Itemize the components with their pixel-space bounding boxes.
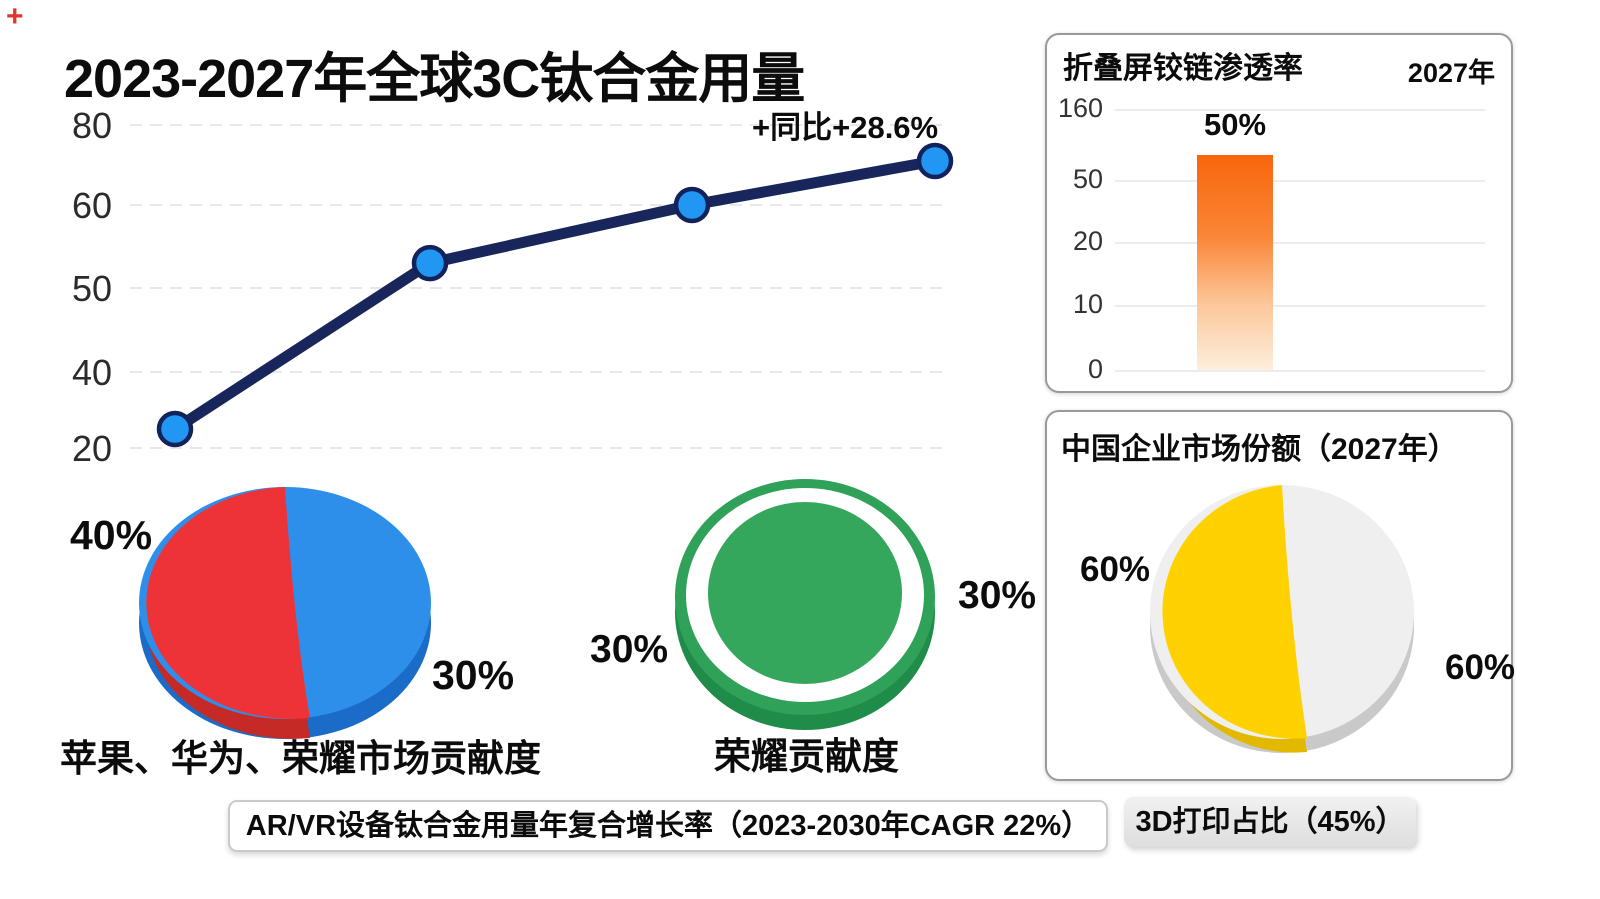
donut-caption: 荣耀贡献度	[714, 736, 899, 777]
line-chart-y-tick: 50	[72, 268, 112, 309]
hinge-bar-plot: 0 10 20 50 160	[1047, 35, 1511, 391]
pie2-slice-yellow	[1162, 485, 1307, 739]
hinge-panel-title: 折叠屏铰链渗透率	[1063, 52, 1303, 85]
data-point-marker	[411, 244, 449, 282]
hinge-y-tick: 20	[1072, 226, 1103, 256]
line-chart-y-tick: 20	[72, 428, 112, 469]
hinge-gridline	[1115, 180, 1485, 182]
line-chart-y-tick: 60	[72, 185, 112, 226]
donut-label-right: 30%	[958, 574, 1037, 617]
china-share-pie	[1150, 485, 1414, 753]
page-title: 2023-2027年全球3C钛合金用量	[64, 49, 805, 109]
share-label-left: 60%	[1080, 550, 1151, 589]
line-chart-y-tick: 40	[72, 352, 112, 393]
3d-print-note: 3D打印占比（45%）	[1124, 797, 1416, 847]
yoy-annotation: +同比+28.6%	[752, 110, 939, 145]
hinge-gridline	[1115, 370, 1485, 372]
titanium-usage-line-chart: 20 40 50 60 80	[72, 105, 954, 469]
corner-mark: +	[6, 0, 24, 33]
donut-disc	[708, 502, 902, 684]
data-point-marker	[156, 410, 194, 448]
share-panel-title: 中国企业市场份额（2027年）	[1061, 433, 1458, 466]
hinge-panel-year: 2027年	[1407, 58, 1495, 88]
hinge-gridline	[1115, 305, 1485, 307]
pie1-label-red: 40%	[70, 512, 153, 558]
share-label-right: 60%	[1445, 648, 1516, 687]
market-contribution-pie	[139, 487, 431, 739]
donut-label-left: 30%	[590, 628, 669, 671]
hinge-gridline	[1115, 242, 1485, 244]
pie1-label-blue: 30%	[432, 652, 515, 698]
data-point-marker	[673, 186, 711, 224]
china-share-panel: 中国企业市场份额（2027年） 60% 60%	[1045, 410, 1516, 781]
hinge-penetration-panel: 折叠屏铰链渗透率 2027年 0 10 20 50 160 50%	[1045, 33, 1513, 393]
arvr-cagr-note: AR/VR设备钛合金用量年复合增长率（2023-2030年CAGR 22%）	[228, 800, 1108, 852]
hinge-y-tick: 0	[1087, 354, 1103, 384]
data-point-marker	[916, 142, 954, 180]
honor-contribution-donut	[675, 479, 935, 730]
pie1-slice-red	[146, 487, 310, 719]
hinge-y-tick: 160	[1057, 93, 1103, 123]
pie1-caption: 苹果、华为、荣耀市场贡献度	[60, 738, 541, 779]
hinge-y-tick: 50	[1072, 164, 1103, 194]
hinge-bar-value-label: 50%	[1203, 107, 1267, 142]
hinge-y-tick: 10	[1072, 289, 1103, 319]
usage-trend-line	[169, 155, 941, 435]
line-chart-y-tick: 80	[72, 105, 112, 146]
hinge-gridline	[1115, 109, 1485, 111]
hinge-bar	[1197, 155, 1273, 370]
